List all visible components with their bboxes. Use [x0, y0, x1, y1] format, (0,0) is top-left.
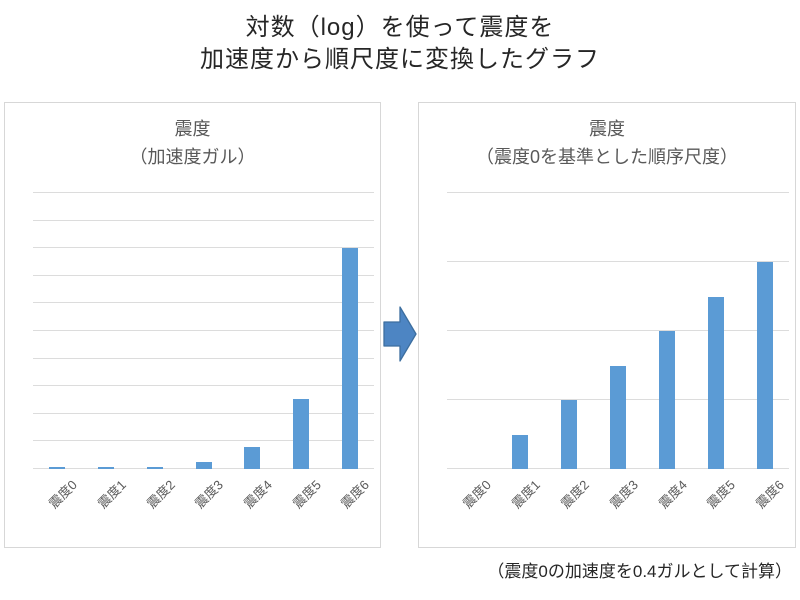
bar-震度4: [658, 331, 675, 469]
x-label-1: 震度1: [508, 477, 544, 512]
bar-震度3: [195, 462, 212, 469]
x-label-2: 震度2: [557, 477, 592, 512]
x-label-6: 震度6: [338, 477, 373, 512]
bar-震度2: [146, 466, 163, 469]
gridline: [447, 261, 789, 262]
x-label-0: 震度0: [460, 477, 495, 512]
chart-title-acceleration: 震度 （加速度ガル）: [5, 103, 380, 193]
chart-title-acceleration-main: 震度: [174, 119, 211, 139]
bar-震度6: [756, 262, 773, 469]
bar-震度6: [341, 248, 358, 469]
page-title-line2: 加速度から順尺度に変換したグラフ: [200, 46, 600, 73]
x-axis-labels-acceleration: 震度0 震度1 震度2 震度3 震度4 震度5 震度6: [33, 469, 374, 539]
bar-震度5: [292, 399, 309, 469]
bar-震度2: [561, 400, 578, 469]
x-label-4: 震度4: [655, 477, 690, 512]
gridline: [33, 357, 374, 359]
gridline: [33, 302, 374, 304]
bar-chart-ordinal: [447, 192, 789, 469]
right-arrow-icon: [382, 306, 417, 362]
x-label-2: 震度2: [143, 477, 178, 512]
gridline: [33, 412, 374, 414]
page-title: 対数（log）を使って震度を 加速度から順尺度に変換したグラフ: [0, 0, 800, 76]
bar-震度0: [49, 467, 66, 469]
x-label-3: 震度3: [192, 477, 227, 512]
chart-panel-acceleration: 震度 （加速度ガル） 震度0 震度1 震度2 震度3 震度4 震度5 震度6: [4, 102, 381, 548]
gridline: [33, 274, 374, 276]
gridline: [33, 247, 374, 249]
x-label-6: 震度6: [753, 477, 788, 512]
chart-title-ordinal-sub: （震度0を基準とした順序尺度）: [475, 147, 738, 167]
x-label-3: 震度3: [606, 477, 641, 512]
charts-row: 震度 （加速度ガル） 震度0 震度1 震度2 震度3 震度4 震度5 震度6 震度 （震度0…: [0, 102, 800, 548]
bar-震度1: [512, 434, 529, 469]
gridline: [33, 385, 374, 387]
x-axis-labels-ordinal: 震度0 震度1 震度2 震度3 震度4 震度5 震度6: [447, 469, 789, 539]
page-title-line1: 対数（log）を使って震度を: [245, 14, 555, 41]
gridline: [447, 192, 789, 193]
gridline: [33, 219, 374, 221]
chart-panel-ordinal: 震度 （震度0を基準とした順序尺度） 震度0 震度1 震度2 震度3 震度4 震度5 震度6: [418, 102, 796, 548]
gridline: [33, 440, 374, 442]
x-label-0: 震度0: [45, 477, 81, 512]
page: 対数（log）を使って震度を 加速度から順尺度に変換したグラフ 震度 （加速度ガ…: [0, 0, 800, 581]
gridline: [33, 330, 374, 331]
transform-arrow: [381, 102, 418, 548]
bar-震度4: [244, 446, 261, 469]
chart-title-ordinal-main: 震度: [589, 119, 625, 139]
chart-title-acceleration-sub: （加速度ガル）: [129, 147, 256, 167]
gridline: [33, 192, 374, 193]
bar-震度3: [610, 365, 626, 469]
footnote: （震度0の加速度を0.4ガルとして計算）: [487, 562, 792, 581]
gridline: [447, 330, 789, 331]
x-label-1: 震度1: [94, 477, 129, 512]
bar-震度5: [707, 296, 724, 469]
x-label-5: 震度5: [289, 477, 324, 512]
x-label-4: 震度4: [240, 477, 275, 512]
bar-chart-acceleration: [33, 192, 374, 469]
x-label-5: 震度5: [704, 477, 739, 512]
bar-震度1: [98, 467, 115, 469]
chart-title-ordinal: 震度 （震度0を基準とした順序尺度）: [419, 103, 795, 193]
